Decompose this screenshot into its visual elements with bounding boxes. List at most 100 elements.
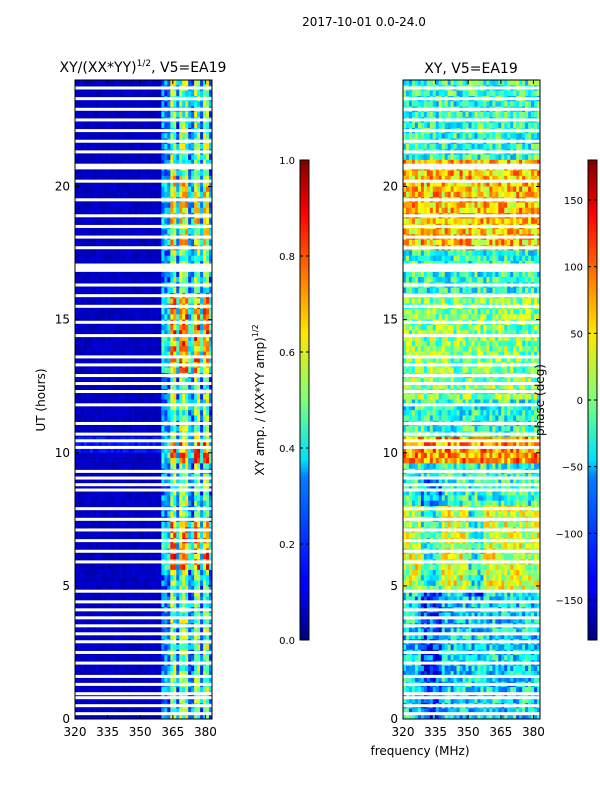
amplitude-cell xyxy=(164,500,168,507)
amplitude-cell xyxy=(104,80,109,86)
amplitude-cell xyxy=(158,330,162,336)
amplitude-cell xyxy=(119,596,124,603)
amplitude-cell xyxy=(131,564,135,571)
amplitude-cell xyxy=(113,580,118,587)
amplitude-cell xyxy=(92,399,97,406)
amplitude-cell xyxy=(143,644,147,651)
amplitude-cell xyxy=(119,383,124,390)
amplitude-cell xyxy=(92,111,97,118)
amplitude-cell xyxy=(119,271,124,278)
amplitude-cell xyxy=(194,585,198,592)
amplitude-cell xyxy=(128,378,132,384)
amplitude-cell xyxy=(191,154,195,161)
amplitude-cell xyxy=(86,447,91,454)
amplitude-cell xyxy=(206,181,210,187)
amplitude-cell xyxy=(146,133,150,139)
amplitude-cell xyxy=(146,229,150,235)
amplitude-cell xyxy=(191,287,195,294)
amplitude-cell xyxy=(182,239,186,246)
amplitude-cell xyxy=(161,159,165,166)
amplitude-cell xyxy=(149,490,153,496)
amplitude-cell xyxy=(89,458,94,464)
amplitude-cell xyxy=(155,585,159,592)
amplitude-cell xyxy=(89,383,94,390)
amplitude-cell xyxy=(125,356,130,363)
amplitude-cell xyxy=(149,175,153,182)
amplitude-cell xyxy=(200,394,204,400)
amplitude-cell xyxy=(83,277,88,283)
amplitude-cell xyxy=(164,601,168,608)
amplitude-cell xyxy=(158,271,162,278)
amplitude-cell xyxy=(182,575,186,581)
amplitude-cell xyxy=(83,399,88,406)
amplitude-cell xyxy=(209,351,212,358)
amplitude-cell xyxy=(107,111,112,118)
amplitude-cell xyxy=(122,644,127,651)
amplitude-cell xyxy=(140,415,144,422)
amplitude-cell xyxy=(155,543,159,550)
amplitude-cell xyxy=(128,287,132,294)
amplitude-cell xyxy=(197,495,201,502)
amplitude-cell xyxy=(143,521,147,528)
amplitude-cell xyxy=(158,111,162,118)
amplitude-cell xyxy=(104,356,109,363)
amplitude-cell xyxy=(110,378,115,384)
amplitude-cell xyxy=(170,133,174,139)
amplitude-cell xyxy=(77,553,82,560)
amplitude-cell xyxy=(89,133,94,139)
amplitude-cell xyxy=(191,122,195,129)
amplitude-cell xyxy=(110,239,115,246)
amplitude-cell xyxy=(86,143,91,150)
amplitude-cell xyxy=(110,250,115,257)
amplitude-cell xyxy=(140,271,144,278)
amplitude-cell xyxy=(146,580,150,587)
amplitude-cell xyxy=(107,383,112,390)
amplitude-cell xyxy=(89,154,94,161)
amplitude-cell xyxy=(167,378,171,384)
amplitude-cell xyxy=(161,90,165,97)
amplitude-cell xyxy=(164,617,168,624)
amplitude-cell xyxy=(128,351,132,358)
amplitude-cell xyxy=(98,580,103,587)
amplitude-cell xyxy=(200,442,204,448)
amplitude-cell xyxy=(206,399,210,406)
amplitude-cell xyxy=(137,229,141,235)
amplitude-cell xyxy=(146,250,150,257)
amplitude-cell xyxy=(191,426,195,432)
amplitude-cell xyxy=(77,463,82,470)
amplitude-cell xyxy=(191,378,195,384)
amplitude-cell xyxy=(101,229,106,235)
amplitude-cell xyxy=(95,394,100,400)
amplitude-cell xyxy=(158,340,162,347)
amplitude-cell xyxy=(143,122,147,129)
amplitude-cell xyxy=(206,601,210,608)
amplitude-cell xyxy=(185,521,189,528)
amplitude-cell xyxy=(194,324,198,331)
amplitude-cell xyxy=(125,111,130,118)
amplitude-cell xyxy=(164,111,168,118)
amplitude-cell xyxy=(161,601,165,608)
amplitude-cell xyxy=(149,383,153,390)
amplitude-cell xyxy=(107,298,112,305)
amplitude-cell xyxy=(86,575,91,581)
amplitude-cell xyxy=(83,415,88,422)
amplitude-cell xyxy=(134,655,138,661)
amplitude-cell xyxy=(188,154,192,161)
amplitude-cell xyxy=(89,111,94,118)
amplitude-cell xyxy=(167,207,171,214)
amplitude-cell xyxy=(161,378,165,384)
amplitude-cell xyxy=(134,111,138,118)
amplitude-cell xyxy=(188,410,192,416)
amplitude-cell xyxy=(134,367,138,374)
amplitude-cell xyxy=(86,591,91,597)
amplitude-cell xyxy=(176,298,180,305)
amplitude-cell xyxy=(158,314,162,321)
amplitude-cell xyxy=(101,239,106,246)
amplitude-cell xyxy=(80,324,85,331)
amplitude-cell xyxy=(167,346,171,352)
amplitude-cell xyxy=(95,133,100,139)
amplitude-cell xyxy=(191,458,195,464)
amplitude-cell xyxy=(83,404,88,411)
amplitude-cell xyxy=(179,569,183,576)
amplitude-cell xyxy=(149,452,153,459)
